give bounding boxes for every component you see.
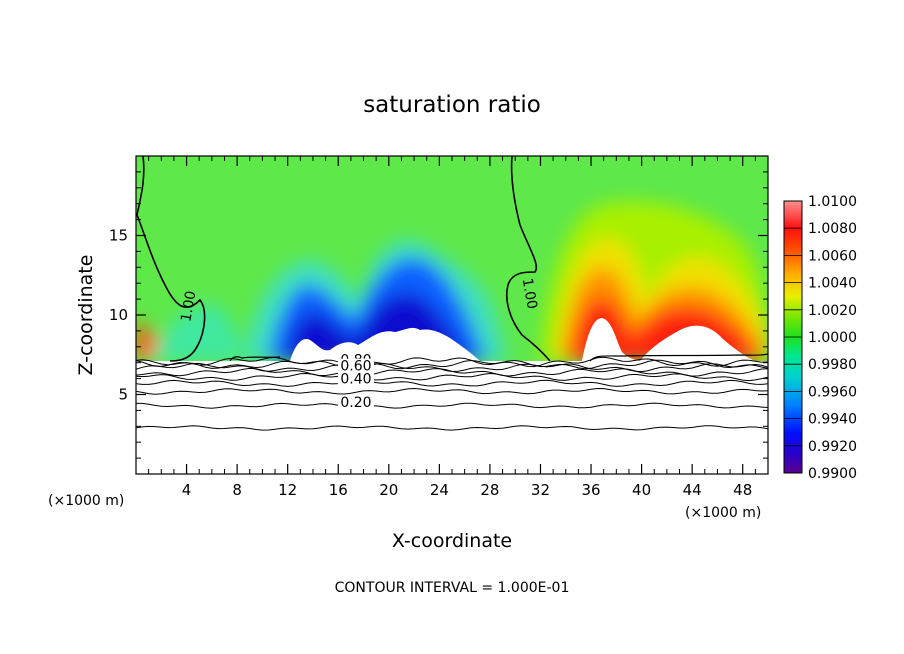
contour-1-00-right-small — [589, 353, 768, 362]
y-tick-label: 15 — [109, 227, 128, 245]
contour-1-00-base — [229, 356, 281, 362]
lower-contour-line — [136, 402, 768, 409]
x-tick-label: 16 — [329, 481, 348, 499]
field-white-cutout-right2 — [640, 325, 755, 361]
lower-contour-line — [136, 425, 768, 431]
lower-contour-line — [136, 372, 768, 382]
y-axis-label: Z-coordinate — [75, 255, 97, 376]
x-axis-label: X-coordinate — [392, 530, 512, 552]
contour-label: 1.00 — [178, 290, 199, 323]
x-tick-label: 20 — [379, 481, 398, 499]
colorbar-label: 1.0100 — [808, 194, 857, 210]
lower-contour-line — [136, 359, 768, 370]
x-tick-label: 8 — [232, 481, 242, 499]
colorbar-label: 1.0000 — [808, 330, 857, 346]
lower-contour-line — [136, 356, 768, 368]
colorbar-label: 0.9900 — [808, 466, 857, 482]
colorbar-label: 0.9940 — [808, 412, 857, 428]
field-lower-blank — [136, 361, 768, 474]
contour-1-00-right — [506, 156, 551, 362]
colorbar-label: 1.0040 — [808, 276, 857, 292]
contour-label: 0.20 — [340, 395, 371, 411]
x-tick-label: 24 — [430, 481, 449, 499]
colorbar-label: 0.9960 — [808, 384, 857, 400]
colorbar: 1.0100 1.0080 1.0060 1.0040 1.0020 1.0000 0.99… — [783, 194, 857, 482]
contour-label-background — [337, 371, 374, 386]
contour-labels: 1.001.000.800.600.400.20 — [178, 277, 539, 411]
colorbar-label: 0.9980 — [808, 357, 857, 373]
x-tick-label: 28 — [480, 481, 499, 499]
contour-label-background — [337, 395, 374, 410]
x-tick-label: 32 — [531, 481, 550, 499]
contour-label: 0.60 — [340, 359, 371, 375]
x-tick-label: 40 — [632, 481, 651, 499]
field-white-cutout-right1 — [582, 318, 640, 361]
contour-label: 0.40 — [340, 371, 371, 387]
contour-label-background — [337, 358, 374, 373]
contour-interval-note: CONTOUR INTERVAL = 1.000E-01 — [335, 580, 570, 596]
colorbar-label: 1.0060 — [808, 248, 857, 264]
x-tick-label: 48 — [733, 481, 752, 499]
x-tick-label: 44 — [683, 481, 702, 499]
heatmap-field — [136, 156, 768, 474]
y-tick-label: 10 — [109, 306, 128, 324]
x-unit-right: (×1000 m) — [685, 505, 761, 521]
contour-label: 1.00 — [519, 277, 540, 310]
y-axis-ticks: 5 10 15 — [109, 171, 768, 459]
colorbar-label: 0.9920 — [808, 439, 857, 455]
x-tick-label: 12 — [278, 481, 297, 499]
field-cyan-strip — [150, 304, 245, 361]
chart-title: saturation ratio — [363, 92, 541, 118]
field-white-cutout-left — [290, 327, 480, 361]
lower-contour-lines — [136, 356, 768, 431]
x-tick-label: 36 — [581, 481, 600, 499]
y-tick-label: 5 — [118, 386, 128, 404]
lower-contour-line — [136, 379, 768, 387]
colorbar-ticks: 1.0100 1.0080 1.0060 1.0040 1.0020 1.0000 0.99… — [784, 194, 857, 482]
lower-contour-line — [136, 387, 768, 395]
x-tick-label: 4 — [182, 481, 192, 499]
colorbar-label: 1.0020 — [808, 303, 857, 319]
colorbar-label: 1.0080 — [808, 221, 857, 237]
lower-contour-line — [136, 362, 768, 373]
x-axis-ticks: 4 8 12 16 20 24 28 32 36 40 44 48 — [148, 156, 756, 499]
x-unit-left: (×1000 m) — [48, 493, 124, 509]
contour-1-00-left — [136, 156, 206, 362]
